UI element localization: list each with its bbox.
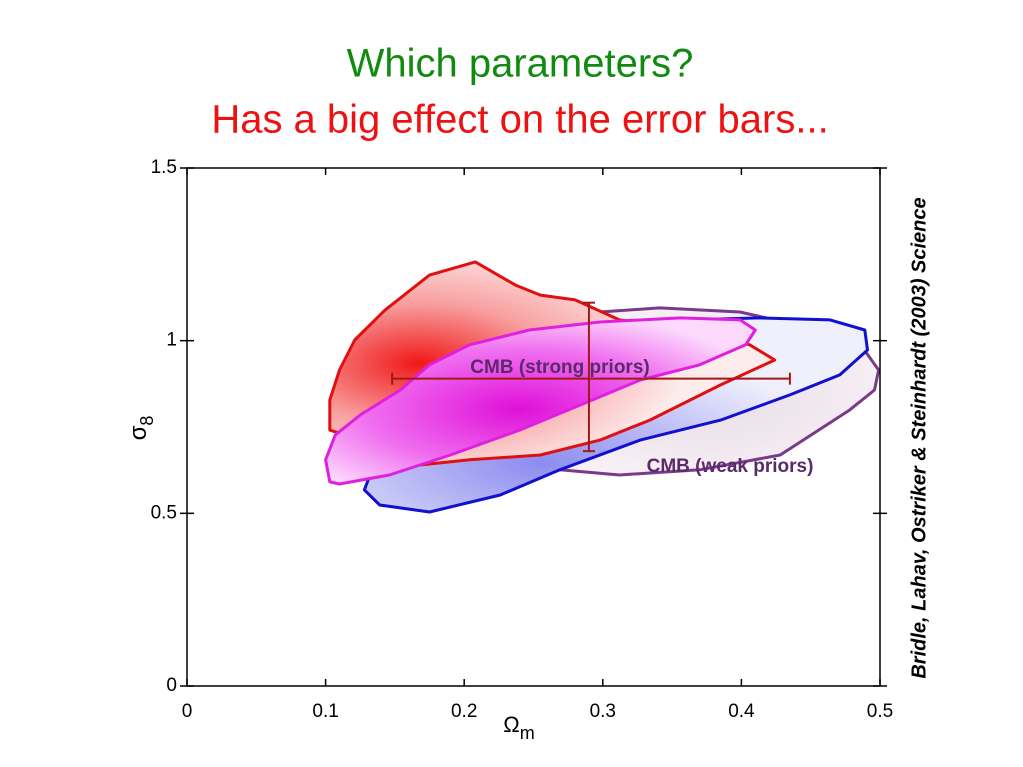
subtitle: Has a big effect on the error bars... <box>211 98 828 142</box>
x-tick-label: 0.4 <box>728 701 755 722</box>
contour-label: CMB (weak priors) <box>647 456 814 477</box>
x-label-symbol: Ω <box>503 712 519 737</box>
x-tick-label: 0.1 <box>312 701 338 722</box>
y-tick-label: 1.5 <box>151 157 177 178</box>
x-tick-label: 0.5 <box>867 701 893 722</box>
y-tick-label: 0 <box>166 675 177 696</box>
y-label-subscript: 8 <box>137 416 157 426</box>
plot-frame <box>186 167 881 687</box>
x-axis-label: Ωm <box>503 712 534 743</box>
x-tick-label: 0 <box>182 701 193 722</box>
citation: Bridle, Lahav, Ostriker & Steinhardt (20… <box>908 197 930 678</box>
y-tick-label: 1 <box>166 330 177 351</box>
x-label-subscript: m <box>520 723 535 743</box>
contour-label: CMB (strong priors) <box>470 357 649 378</box>
x-tick-label: 0.3 <box>590 701 616 722</box>
contour <box>324 316 757 486</box>
title: Which parameters? <box>347 42 694 86</box>
y-tick-label: 0.5 <box>151 502 177 523</box>
x-tick-label: 0.2 <box>451 701 477 722</box>
y-axis-label: σ8 <box>125 416 156 441</box>
y-label-symbol: σ <box>125 425 152 440</box>
